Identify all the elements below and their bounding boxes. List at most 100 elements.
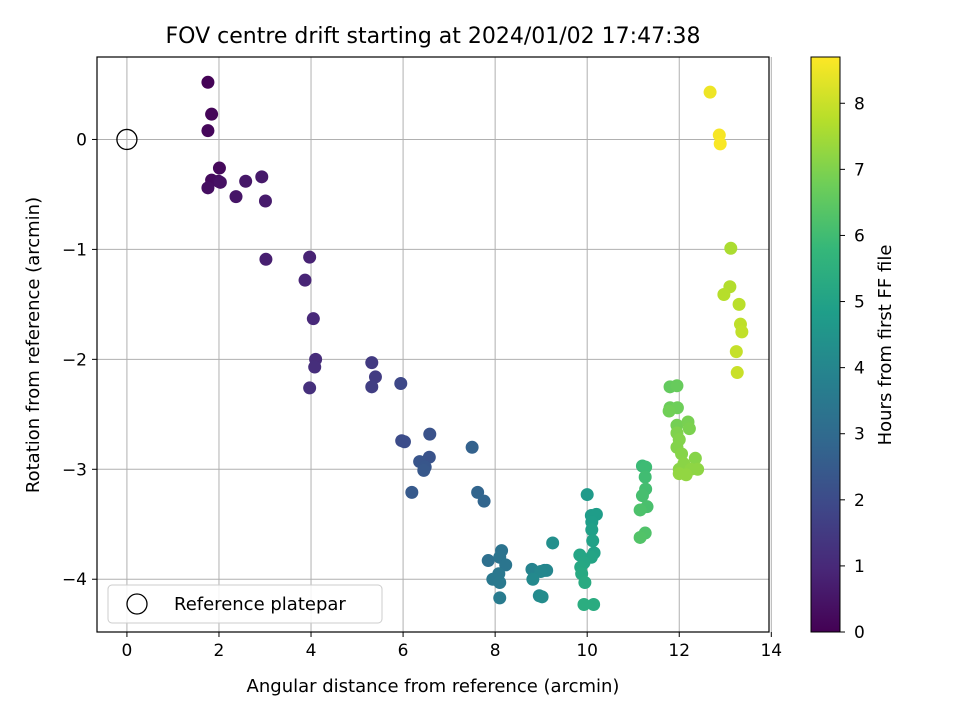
x-tick-label: 2 bbox=[214, 641, 225, 661]
colorbar-frame bbox=[810, 56, 841, 633]
data-point bbox=[670, 379, 684, 393]
data-point bbox=[259, 252, 273, 266]
data-point bbox=[477, 494, 491, 508]
data-point bbox=[691, 462, 705, 476]
x-tick-label: 4 bbox=[306, 641, 317, 661]
x-axis-ticks: 0 2 4 6 8 10 12 14 bbox=[122, 632, 782, 661]
data-point bbox=[585, 523, 599, 537]
data-point bbox=[417, 463, 431, 477]
data-point bbox=[423, 427, 437, 441]
chart-title: FOV centre drift starting at 2024/01/02 … bbox=[166, 24, 701, 49]
y-tick-label: 0 bbox=[76, 130, 87, 150]
data-point bbox=[303, 381, 317, 395]
data-point bbox=[729, 345, 743, 359]
data-point bbox=[713, 137, 727, 151]
plot-frame bbox=[96, 56, 770, 633]
data-point bbox=[675, 447, 689, 461]
data-point bbox=[578, 576, 592, 590]
data-point bbox=[633, 503, 647, 517]
data-point bbox=[586, 534, 600, 548]
y-tick-label: −1 bbox=[62, 240, 87, 260]
colorbar-tick-label: 4 bbox=[854, 359, 865, 379]
data-point bbox=[303, 250, 317, 264]
legend: Reference platepar bbox=[107, 584, 383, 624]
colorbar-ticks: 0 1 2 3 4 5 6 7 8 bbox=[840, 94, 865, 643]
legend-label-reference: Reference platepar bbox=[174, 594, 346, 615]
data-point bbox=[638, 470, 652, 484]
data-point bbox=[682, 422, 696, 436]
x-tick-label: 8 bbox=[490, 641, 501, 661]
reference-point bbox=[116, 128, 138, 151]
x-tick-label: 10 bbox=[576, 641, 598, 661]
grid-lines bbox=[97, 57, 772, 632]
data-point bbox=[535, 590, 549, 604]
y-axis-label: Rotation from reference (arcmin) bbox=[23, 197, 44, 493]
data-point bbox=[205, 107, 219, 121]
data-point bbox=[405, 485, 419, 499]
y-axis-ticks: −4 −3 −2 −1 0 bbox=[62, 130, 97, 590]
data-point bbox=[580, 488, 594, 502]
x-tick-label: 14 bbox=[760, 641, 782, 661]
colorbar-tick-label: 7 bbox=[854, 160, 865, 180]
data-point bbox=[577, 598, 591, 612]
colorbar-tick-label: 5 bbox=[854, 293, 865, 313]
x-tick-label: 12 bbox=[668, 641, 690, 661]
x-axis-label: Angular distance from reference (arcmin) bbox=[247, 676, 620, 697]
data-point bbox=[493, 591, 507, 605]
colorbar-tick-label: 8 bbox=[854, 94, 865, 114]
data-point bbox=[422, 450, 436, 464]
data-point bbox=[717, 287, 731, 301]
data-point bbox=[368, 370, 382, 384]
data-point bbox=[481, 554, 495, 568]
data-point bbox=[633, 530, 647, 544]
data-point bbox=[493, 576, 507, 590]
data-point bbox=[213, 175, 227, 189]
colorbar: 0 1 2 3 4 5 6 7 8 Hours from first FF file bbox=[810, 56, 896, 643]
data-point bbox=[212, 161, 226, 175]
data-point bbox=[201, 75, 215, 89]
legend-box bbox=[107, 584, 383, 624]
data-point bbox=[499, 558, 513, 572]
data-point bbox=[526, 572, 540, 586]
colorbar-tick-label: 2 bbox=[854, 491, 865, 511]
data-point bbox=[688, 451, 702, 465]
data-point bbox=[258, 194, 272, 208]
x-tick-label: 6 bbox=[398, 641, 409, 661]
data-point bbox=[298, 273, 312, 287]
data-point bbox=[724, 241, 738, 255]
colorbar-tick-label: 0 bbox=[854, 623, 865, 643]
data-point bbox=[201, 124, 215, 138]
x-tick-label: 0 bbox=[122, 641, 133, 661]
colorbar-label: Hours from first FF file bbox=[875, 245, 896, 446]
data-point bbox=[732, 297, 746, 311]
data-point bbox=[735, 325, 749, 339]
legend-marker-reference bbox=[126, 593, 148, 615]
data-point bbox=[465, 440, 479, 454]
data-point bbox=[239, 174, 253, 188]
colorbar-tick-label: 6 bbox=[854, 226, 865, 246]
data-point bbox=[587, 598, 601, 612]
colorbar-gradient bbox=[811, 57, 840, 632]
y-tick-label: −2 bbox=[62, 350, 87, 370]
data-point bbox=[703, 85, 717, 99]
y-tick-label: −4 bbox=[62, 570, 87, 590]
data-point bbox=[639, 460, 653, 474]
colorbar-tick-label: 3 bbox=[854, 425, 865, 445]
y-tick-label: −3 bbox=[62, 460, 87, 480]
data-point bbox=[308, 360, 322, 374]
data-point bbox=[730, 366, 744, 380]
data-point bbox=[394, 377, 408, 391]
data-point bbox=[201, 181, 215, 195]
data-point bbox=[397, 435, 411, 449]
data-points bbox=[116, 75, 749, 612]
data-point bbox=[255, 170, 269, 184]
colorbar-tick-label: 1 bbox=[854, 557, 865, 577]
data-point bbox=[662, 404, 676, 418]
data-point bbox=[546, 536, 560, 550]
data-point bbox=[365, 356, 379, 370]
data-point bbox=[635, 489, 649, 503]
data-point bbox=[306, 312, 320, 326]
data-point bbox=[229, 190, 243, 204]
data-point bbox=[365, 380, 379, 394]
